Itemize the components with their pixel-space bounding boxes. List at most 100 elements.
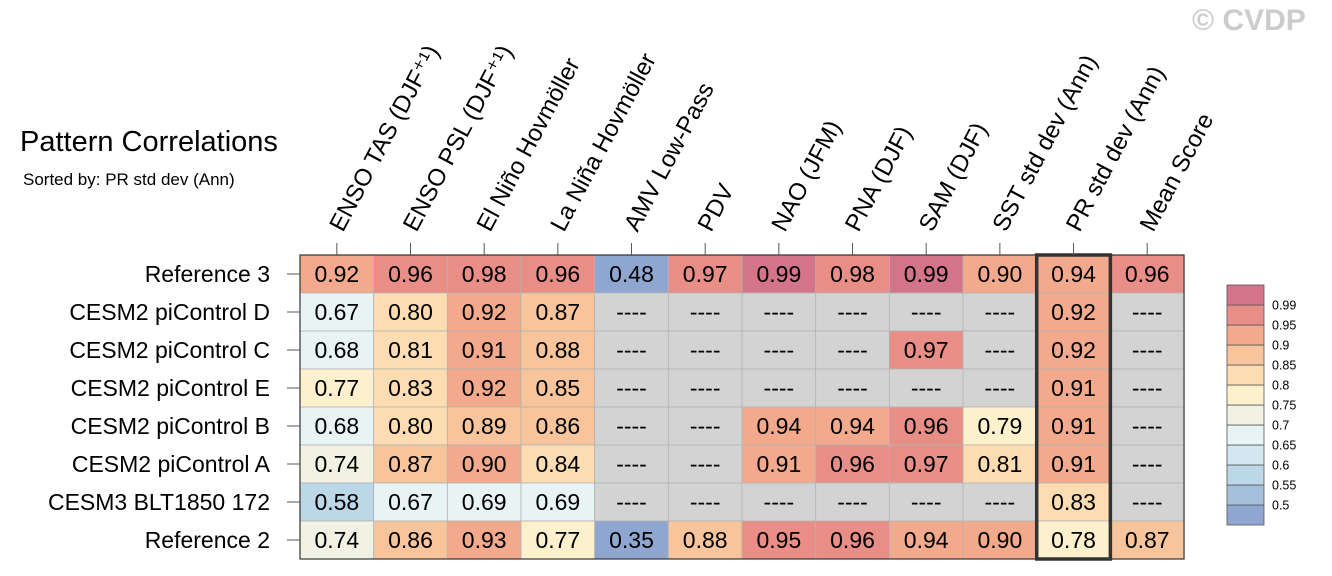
cell-value-r5-c3: 0.84 <box>535 451 580 477</box>
heatmap-cell-r2-c8 <box>888 330 964 370</box>
cell-value-r4-c5: ---- <box>690 413 721 439</box>
colorbar-label-1: 0.55 <box>1272 479 1296 493</box>
cell-value-r4-c8: 0.96 <box>904 413 949 439</box>
heatmap-cell-r1-c5 <box>667 292 743 332</box>
heatmap-cell-r0-c11 <box>1109 254 1185 294</box>
cell-value-r5-c10: 0.91 <box>1051 451 1096 477</box>
cell-value-r3-c1: 0.83 <box>388 375 433 401</box>
cell-value-r7-c9: 0.90 <box>977 527 1022 553</box>
colorbar-segment-7 <box>1226 364 1265 386</box>
heatmap-cell-r6-c3 <box>520 482 596 522</box>
cell-value-r2-c2: 0.91 <box>462 337 507 363</box>
cell-value-r1-c10: 0.92 <box>1051 299 1096 325</box>
colorbar-segment-11 <box>1226 284 1265 306</box>
heatmap-cell-r0-c10 <box>1036 254 1111 294</box>
chart-subtitle: Sorted by: PR std dev (Ann) <box>23 170 235 189</box>
cell-value-r2-c5: ---- <box>690 337 721 363</box>
cell-value-r3-c9: ---- <box>985 375 1016 401</box>
heatmap-cell-r5-c5 <box>667 444 743 484</box>
cell-value-r0-c11: 0.96 <box>1125 261 1170 287</box>
heatmap-cells: 0.92 0.96 0.98 0.96 0.48 0.97 0.99 0.98 0.99 0.90… <box>299 253 1185 561</box>
heatmap-cell-r6-c11 <box>1109 482 1185 522</box>
cell-value-r6-c6: ---- <box>764 489 795 515</box>
cell-value-r5-c9: 0.81 <box>977 451 1022 477</box>
colorbar: 0.5 0.55 0.6 0.65 0.7 0.75 0.8 0.85 0.9 0.95 0.99 <box>1226 284 1296 526</box>
cell-value-r2-c6: ---- <box>764 337 795 363</box>
cell-value-r3-c6: ---- <box>764 375 795 401</box>
cell-value-r3-c10: 0.91 <box>1051 375 1096 401</box>
heatmap-cell-r6-c9 <box>962 482 1038 522</box>
colorbar-label-0: 0.5 <box>1272 499 1289 513</box>
cell-value-r7-c3: 0.77 <box>535 527 580 553</box>
heatmap-cell-r1-c0 <box>299 292 375 332</box>
colorbar-segment-1 <box>1226 484 1265 506</box>
cell-value-r0-c1: 0.96 <box>388 261 433 287</box>
cell-value-r5-c1: 0.87 <box>388 451 433 477</box>
cell-value-r4-c10: 0.91 <box>1051 413 1096 439</box>
cell-value-r4-c0: 0.68 <box>314 413 359 439</box>
heatmap-cell-r7-c10 <box>1036 520 1111 560</box>
colorbar-label-9: 0.95 <box>1272 319 1296 333</box>
heatmap-cell-r2-c11 <box>1109 330 1185 370</box>
column-labels: ENSO TAS (DJF⁺¹)ENSO PSL (DJF⁺¹)El Niño … <box>324 41 1219 255</box>
heatmap-cell-r5-c7 <box>815 444 890 484</box>
cell-value-r4-c4: ---- <box>616 413 647 439</box>
cell-value-r5-c2: 0.90 <box>462 451 507 477</box>
cell-value-r7-c1: 0.86 <box>388 527 433 553</box>
cell-value-r2-c11: ---- <box>1132 337 1163 363</box>
heatmap-cell-r5-c1 <box>373 444 448 484</box>
cell-value-r4-c2: 0.89 <box>462 413 507 439</box>
colorbar-label-5: 0.75 <box>1272 399 1296 413</box>
colorbar-label-10: 0.99 <box>1272 299 1296 313</box>
heatmap-cell-r3-c10 <box>1036 368 1111 408</box>
heatmap-cell-r4-c10 <box>1036 406 1111 446</box>
heatmap-cell-r3-c4 <box>594 368 669 408</box>
heatmap-cell-r1-c6 <box>741 292 817 332</box>
cell-value-r2-c9: ---- <box>985 337 1016 363</box>
cell-value-r5-c11: ---- <box>1132 451 1163 477</box>
cell-value-r7-c6: 0.95 <box>756 527 801 553</box>
heatmap-cell-r4-c3 <box>520 406 596 446</box>
cell-value-r0-c0: 0.92 <box>314 261 359 287</box>
cell-value-r4-c3: 0.86 <box>535 413 580 439</box>
heatmap-cell-r7-c4 <box>594 520 669 560</box>
heatmap-cell-r7-c8 <box>888 520 964 560</box>
cell-value-r0-c8: 0.99 <box>904 261 949 287</box>
column-label-nao-jfm: NAO (JFM) <box>766 116 847 236</box>
cell-value-r0-c10: 0.94 <box>1051 261 1096 287</box>
cell-value-r3-c3: 0.85 <box>535 375 580 401</box>
colorbar-segment-8 <box>1226 344 1265 366</box>
cell-value-r7-c2: 0.93 <box>462 527 507 553</box>
heatmap-cell-r2-c3 <box>520 330 596 370</box>
cell-value-r1-c3: 0.87 <box>535 299 580 325</box>
cell-value-r0-c4: 0.48 <box>609 261 654 287</box>
cell-value-r4-c6: 0.94 <box>756 413 801 439</box>
heatmap-cell-r2-c2 <box>446 330 522 370</box>
colorbar-label-7: 0.85 <box>1272 359 1296 373</box>
heatmap-cell-r4-c0 <box>299 406 375 446</box>
heatmap-cell-r7-c9 <box>962 520 1038 560</box>
cell-value-r2-c8: 0.97 <box>904 337 949 363</box>
cell-value-r6-c10: 0.83 <box>1051 489 1096 515</box>
cell-value-r3-c11: ---- <box>1132 375 1163 401</box>
cell-value-r6-c9: ---- <box>985 489 1016 515</box>
cell-value-r0-c6: 0.99 <box>756 261 801 287</box>
heatmap-cell-r5-c4 <box>594 444 669 484</box>
colorbar-label-6: 0.8 <box>1272 379 1289 393</box>
heatmap-cell-r7-c5 <box>667 520 743 560</box>
cell-value-r3-c5: ---- <box>690 375 721 401</box>
cell-value-r7-c4: 0.35 <box>609 527 654 553</box>
heatmap-cell-r6-c1 <box>373 482 448 522</box>
cell-value-r6-c0: 0.58 <box>314 489 359 515</box>
cell-value-r1-c2: 0.92 <box>462 299 507 325</box>
cell-value-r0-c2: 0.98 <box>462 261 507 287</box>
cell-value-r4-c9: 0.79 <box>977 413 1022 439</box>
cell-value-r7-c0: 0.74 <box>314 527 359 553</box>
cell-value-r6-c3: 0.69 <box>535 489 580 515</box>
chart-title: Pattern Correlations <box>20 126 278 158</box>
cell-value-r1-c9: ---- <box>985 299 1016 325</box>
cell-value-r5-c4: ---- <box>616 451 647 477</box>
watermark: © CVDP <box>1192 4 1306 37</box>
cell-value-r1-c7: ---- <box>837 299 868 325</box>
